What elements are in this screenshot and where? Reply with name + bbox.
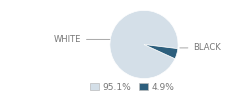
Text: BLACK: BLACK [180, 43, 221, 52]
Text: WHITE: WHITE [54, 35, 110, 44]
Legend: 95.1%, 4.9%: 95.1%, 4.9% [86, 79, 178, 95]
Wedge shape [110, 10, 178, 79]
Wedge shape [144, 44, 178, 59]
